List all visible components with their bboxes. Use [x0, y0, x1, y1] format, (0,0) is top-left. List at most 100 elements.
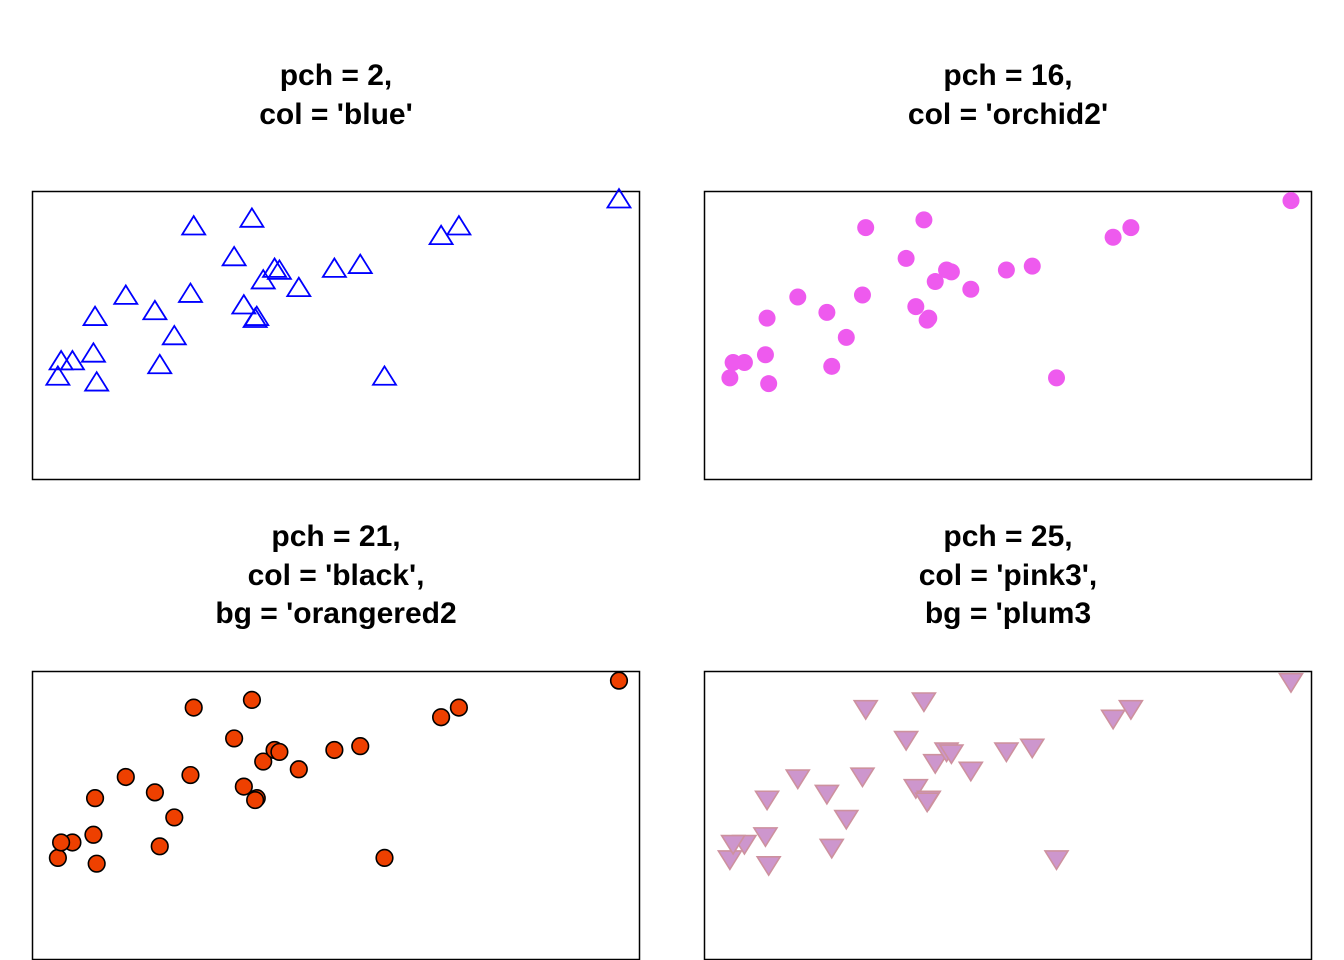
data-point	[145, 783, 164, 802]
data-point	[1100, 709, 1127, 731]
data-point	[837, 328, 855, 346]
plot-frame	[31, 190, 641, 481]
data-point	[242, 306, 269, 328]
data-point	[285, 276, 312, 298]
data-point	[347, 252, 374, 274]
panel-1-title: pch = 2, col = 'blue'	[32, 57, 640, 134]
data-point	[184, 698, 203, 717]
data-point	[351, 737, 370, 756]
data-point	[150, 837, 169, 856]
data-point	[266, 258, 293, 280]
data-point	[823, 357, 841, 375]
data-point	[146, 353, 173, 375]
data-point	[181, 765, 200, 785]
data-point	[243, 304, 270, 326]
data-point	[915, 211, 933, 229]
panel-2-plot	[703, 190, 1313, 481]
panel-2-title-line-1: pch = 16,	[943, 59, 1073, 92]
panel-4-title: pch = 25, col = 'pink3', bg = 'plum3	[704, 518, 1312, 634]
data-point	[375, 848, 394, 867]
data-point	[161, 324, 188, 346]
data-point	[84, 825, 103, 844]
data-point	[1282, 192, 1300, 210]
data-point	[760, 375, 778, 393]
data-point	[962, 280, 980, 298]
data-point	[957, 761, 984, 783]
data-point	[242, 690, 262, 710]
data-point	[910, 692, 937, 713]
data-point	[321, 256, 348, 278]
data-point	[221, 245, 248, 267]
data-point	[289, 760, 308, 779]
data-point	[449, 698, 468, 717]
data-point	[914, 792, 941, 814]
data-point	[371, 364, 398, 386]
panel-2-title-line-2: col = 'orchid2'	[907, 97, 1109, 131]
data-point	[238, 206, 266, 228]
data-point	[254, 752, 273, 771]
data-point	[1023, 257, 1041, 275]
data-point	[784, 769, 811, 790]
plot-frame	[703, 670, 1313, 960]
data-point	[1043, 850, 1070, 871]
data-point	[852, 699, 879, 721]
data-point	[755, 855, 782, 877]
data-point	[897, 249, 915, 267]
data-point	[756, 346, 774, 364]
data-point	[818, 838, 845, 860]
data-point	[818, 303, 836, 321]
data-point	[80, 341, 107, 363]
data-point	[141, 299, 169, 321]
data-point	[942, 263, 960, 281]
data-point	[47, 349, 75, 371]
data-point	[48, 848, 67, 867]
panel-3-title-line-2: col = 'black',	[247, 558, 425, 592]
data-point	[180, 214, 207, 236]
data-point	[234, 777, 253, 796]
data-point	[1278, 672, 1304, 694]
data-point	[605, 187, 633, 209]
data-point	[1122, 219, 1140, 237]
data-point	[918, 311, 936, 329]
plot-frame	[31, 670, 641, 960]
panel-1-plot	[31, 187, 641, 481]
data-point	[261, 256, 288, 278]
data-point	[1019, 738, 1046, 760]
data-point	[427, 224, 455, 246]
data-point	[44, 364, 71, 386]
data-point	[432, 708, 451, 727]
panel-1-title-line-1: pch = 2,	[279, 59, 393, 92]
data-point	[849, 767, 876, 789]
data-point	[789, 288, 807, 306]
data-point	[225, 729, 244, 748]
plot-frame	[703, 190, 1313, 481]
data-point	[754, 790, 781, 812]
data-point	[813, 784, 840, 806]
data-point	[1048, 369, 1066, 387]
data-point	[720, 834, 747, 856]
panel-3-title-line-1: pch = 21,	[271, 520, 401, 553]
data-point	[325, 740, 344, 760]
data-point	[721, 369, 739, 387]
data-point	[246, 790, 265, 810]
panel-3-title: pch = 21, col = 'black', bg = 'orangered…	[32, 518, 640, 634]
data-point	[112, 283, 139, 305]
data-point	[445, 214, 473, 236]
data-point	[177, 281, 204, 303]
data-point	[926, 273, 944, 291]
panel-4-title-line-1: pch = 25,	[943, 520, 1073, 553]
data-point	[116, 767, 135, 787]
data-point	[1104, 228, 1122, 246]
data-point	[270, 742, 289, 762]
data-point	[853, 286, 871, 304]
data-point	[724, 353, 742, 371]
data-point	[752, 827, 779, 848]
data-point	[997, 261, 1015, 279]
data-point	[87, 854, 106, 873]
panel-3-title-line-3: bg = 'orangered2	[215, 597, 457, 630]
panel-4-title-line-3: bg = 'plum3	[924, 597, 1092, 630]
data-point	[716, 850, 743, 871]
data-point	[902, 778, 929, 800]
data-point	[165, 808, 184, 827]
